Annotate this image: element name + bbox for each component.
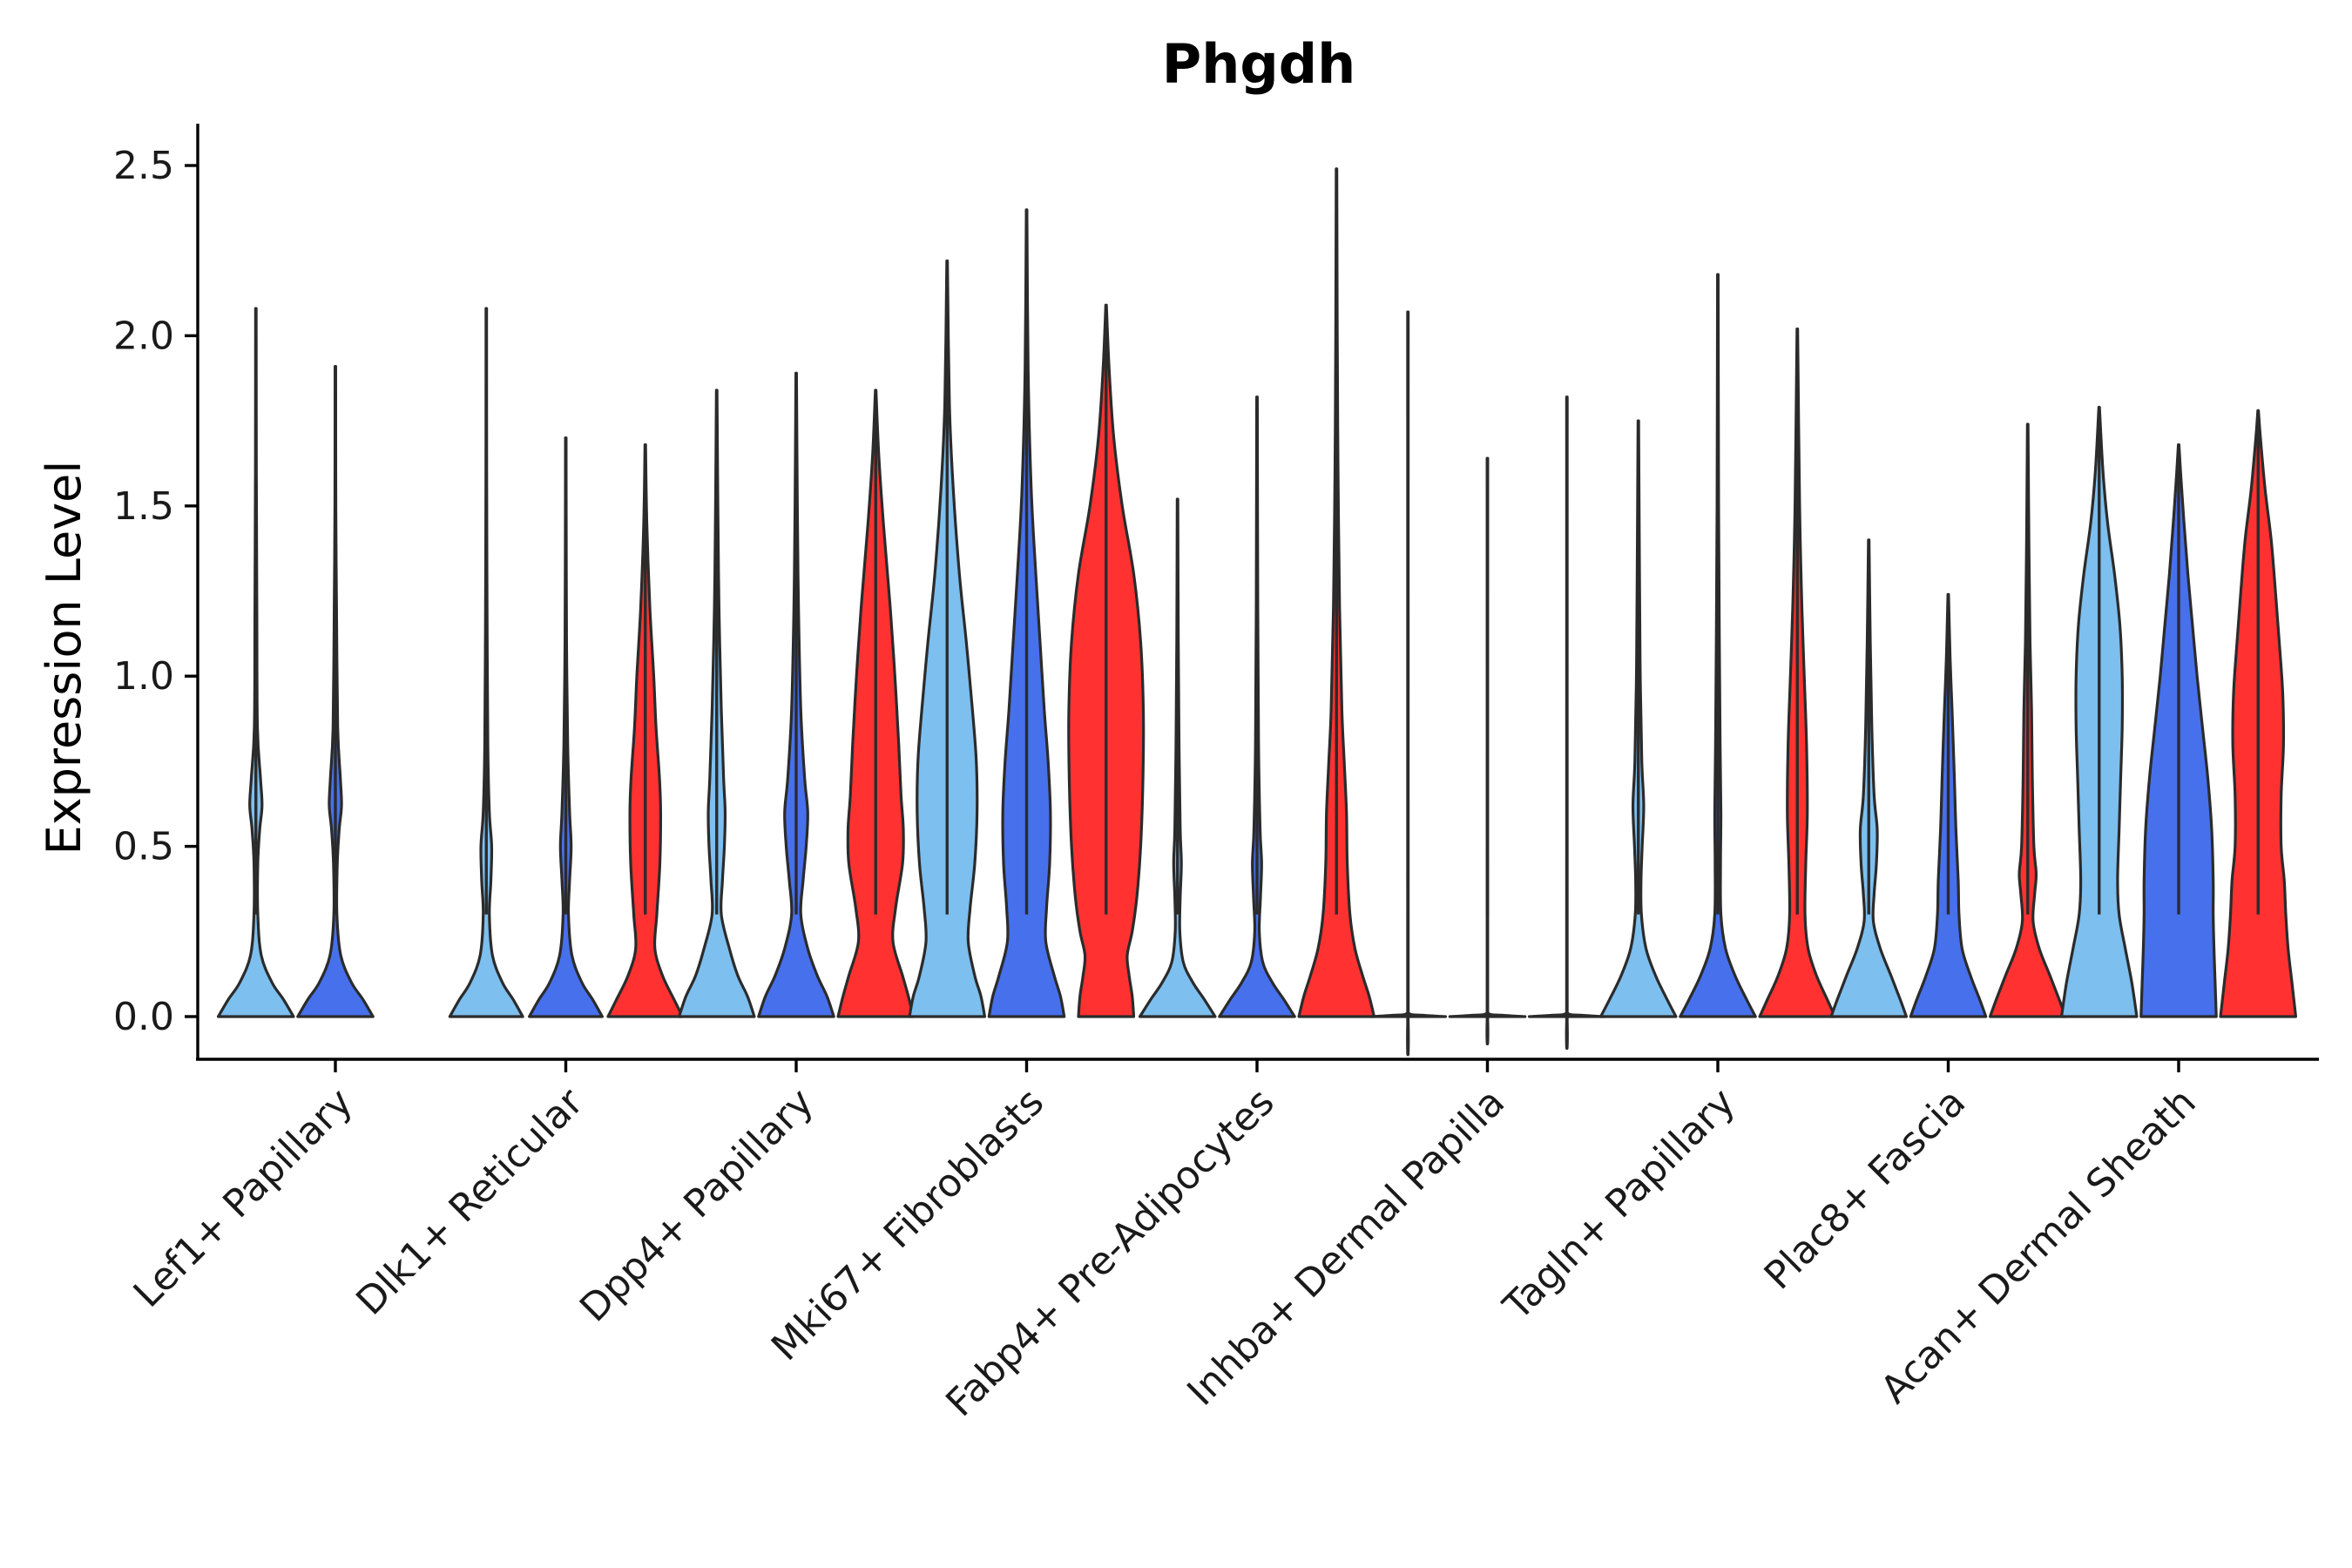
x-category-label: Dlk1+ Reticular: [348, 1079, 592, 1324]
x-category-label: Plac8+ Fascia: [1756, 1080, 1975, 1299]
y-tick-label: 0.5: [113, 825, 174, 869]
chart-title: Phgdh: [1162, 32, 1355, 96]
x-category-label: Dpp4+ Papillary: [571, 1080, 822, 1331]
y-tick-label: 1.0: [113, 654, 174, 699]
y-tick-label: 2.0: [113, 314, 174, 358]
y-axis-label: Expression Level: [37, 461, 91, 855]
y-axis-ticks: 0.0 0.5 1.0 1.5 2.0 2.5: [113, 144, 198, 1039]
x-category-label: Lef1+ Papillary: [125, 1080, 362, 1316]
violin-layer: [216, 167, 2298, 1057]
y-tick-label: 2.5: [113, 144, 174, 188]
x-category-label: Tagln+ Papillary: [1495, 1080, 1744, 1329]
y-tick-label: 0.0: [113, 995, 174, 1039]
y-tick-label: 1.5: [113, 484, 174, 529]
